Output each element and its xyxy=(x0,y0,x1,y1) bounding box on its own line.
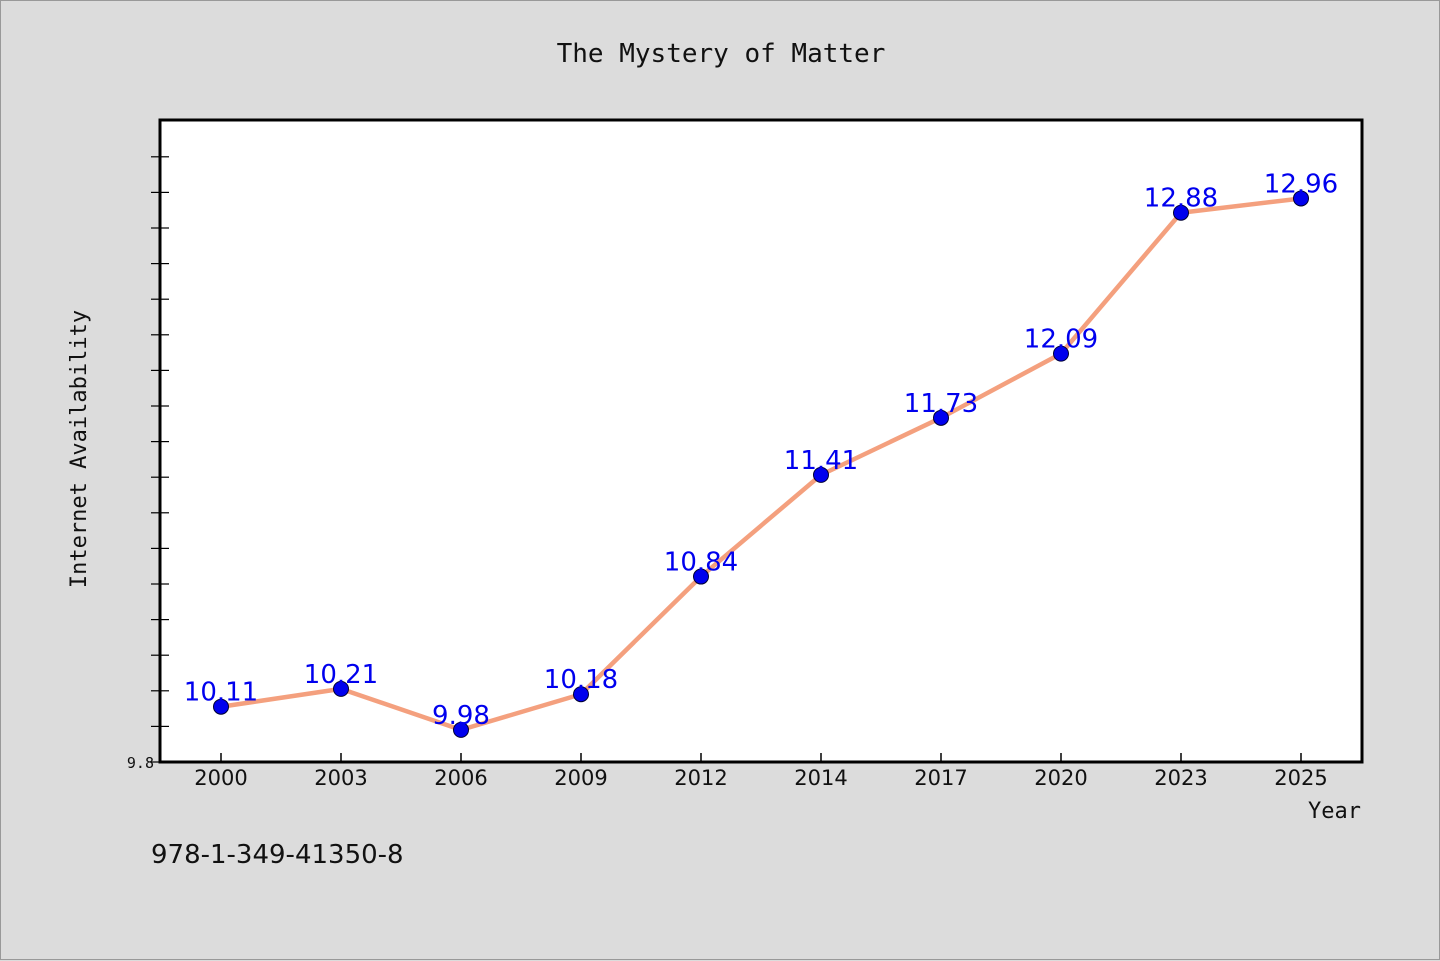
data-point xyxy=(333,680,349,697)
data-label: 11.41 xyxy=(784,446,858,476)
x-tick-label: 2017 xyxy=(914,766,967,790)
x-tick-label: 2023 xyxy=(1154,766,1207,790)
data-label: 12.96 xyxy=(1264,169,1338,199)
data-label: 12.09 xyxy=(1024,325,1098,355)
data-point xyxy=(813,466,829,483)
data-label: 9.98 xyxy=(432,701,490,731)
series-line xyxy=(218,196,1304,733)
data-point xyxy=(1053,345,1069,362)
data-point xyxy=(933,409,949,426)
data-point xyxy=(573,686,589,703)
x-tick-label: 2006 xyxy=(434,766,487,790)
x-axis-label: Year xyxy=(1308,799,1361,824)
data-point xyxy=(693,568,709,585)
x-tick-label: 2014 xyxy=(794,766,847,790)
data-label: 12.88 xyxy=(1144,184,1218,214)
data-point xyxy=(453,721,469,738)
data-point xyxy=(1173,204,1189,221)
plot-area xyxy=(158,118,1364,764)
x-axis-ticks: 2000 2003 2006 2009 2012 2014 2017 2020 2023 2025 xyxy=(194,753,1328,790)
series-group: 10.11 10.21 9.98 10.18 10.84 11.41 11.73 12.09 1… xyxy=(184,169,1338,738)
chart-title: The Mystery of Matter xyxy=(557,39,886,69)
data-label: 10.11 xyxy=(184,678,258,708)
data-label: 11.73 xyxy=(904,389,978,419)
data-label: 10.84 xyxy=(664,548,738,578)
y-axis-label: Internet Availability xyxy=(67,310,92,588)
x-tick-label: 2012 xyxy=(674,766,727,790)
x-tick-label: 2003 xyxy=(314,766,367,790)
x-tick-label: 2000 xyxy=(194,766,247,790)
y-tick-label-min: 9.8 xyxy=(127,754,154,772)
data-label: 10.18 xyxy=(544,665,618,695)
data-label: 10.21 xyxy=(304,660,378,690)
isbn-footer: 978-1-349-41350-8 xyxy=(151,840,404,870)
x-tick-label: 2020 xyxy=(1034,766,1087,790)
data-point xyxy=(213,698,229,715)
x-tick-label: 2009 xyxy=(554,766,607,790)
y-axis-ticks xyxy=(151,156,169,763)
x-tick-label: 2025 xyxy=(1274,766,1327,790)
data-point xyxy=(1293,190,1309,207)
